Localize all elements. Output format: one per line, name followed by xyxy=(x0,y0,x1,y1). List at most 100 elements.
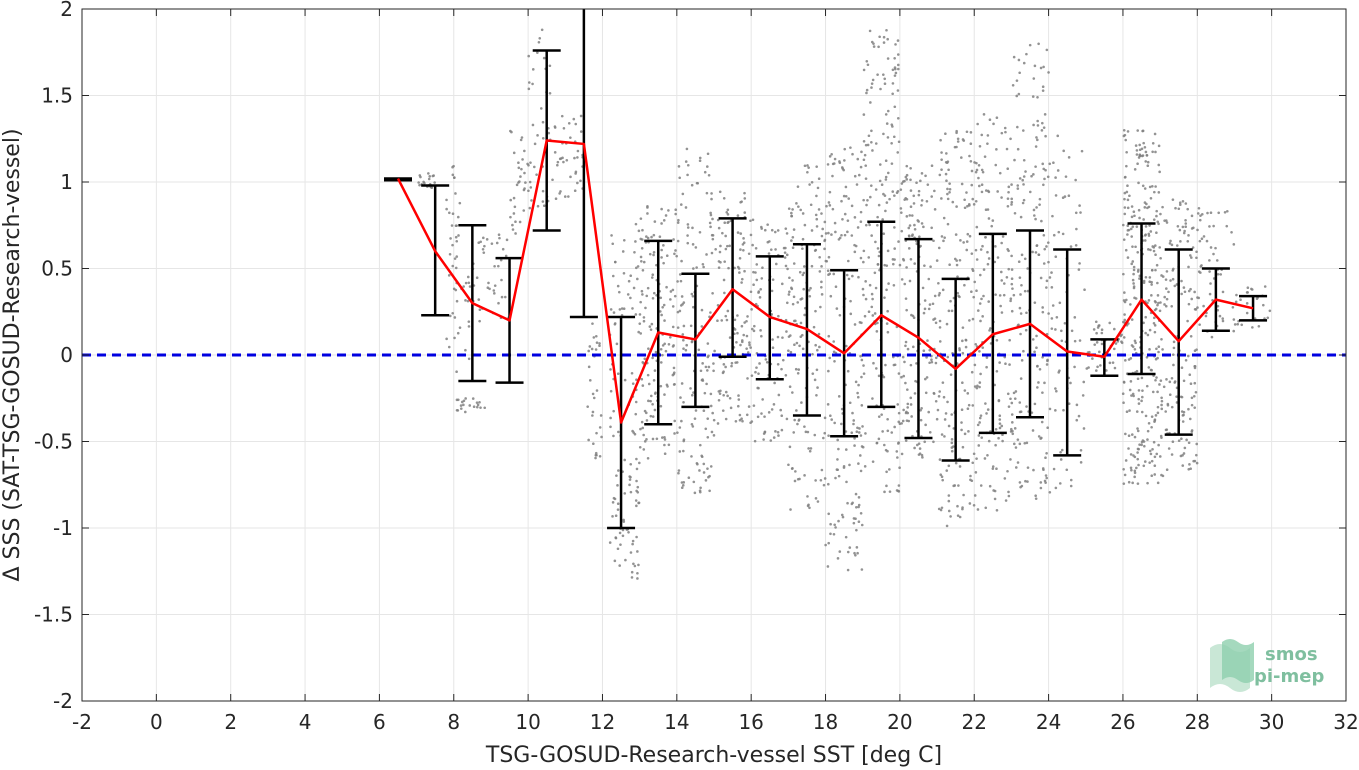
scatter-point xyxy=(1155,214,1158,218)
scatter-point xyxy=(1004,362,1007,366)
scatter-point xyxy=(725,318,729,322)
scatter-point xyxy=(569,175,572,179)
scatter-point xyxy=(728,396,732,400)
scatter-point xyxy=(857,520,861,524)
scatter-point xyxy=(864,164,868,167)
scatter-point xyxy=(996,190,999,193)
scatter-point xyxy=(924,391,928,395)
scatter-point xyxy=(961,445,965,449)
scatter-point xyxy=(1036,365,1039,368)
scatter-point xyxy=(452,164,455,168)
scatter-point xyxy=(705,382,708,386)
scatter-point xyxy=(777,434,780,437)
scatter-point xyxy=(976,122,979,126)
scatter-point xyxy=(827,231,830,235)
scatter-point xyxy=(487,281,490,285)
scatter-point xyxy=(1032,77,1036,80)
scatter-point xyxy=(1178,228,1182,232)
scatter-point xyxy=(1024,170,1027,173)
scatter-point xyxy=(721,231,724,235)
scatter-point xyxy=(924,174,927,178)
scatter-point xyxy=(1080,149,1084,153)
scatter-point xyxy=(1159,256,1162,260)
scatter-point xyxy=(1143,145,1147,149)
scatter-point xyxy=(988,329,991,332)
scatter-point xyxy=(758,362,761,365)
scatter-point xyxy=(862,372,866,375)
scatter-point xyxy=(1156,481,1160,485)
scatter-point xyxy=(792,262,796,265)
scatter-point xyxy=(701,362,704,365)
scatter-point xyxy=(765,360,769,364)
scatter-point xyxy=(826,269,830,272)
scatter-point xyxy=(803,265,806,268)
scatter-point xyxy=(1100,331,1104,335)
scatter-point xyxy=(736,231,740,234)
scatter-point xyxy=(909,257,913,261)
scatter-point xyxy=(635,457,638,461)
scatter-point xyxy=(646,236,650,240)
scatter-point xyxy=(1148,185,1152,189)
scatter-point xyxy=(974,170,978,174)
scatter-point xyxy=(662,244,665,247)
scatter-point xyxy=(711,234,715,237)
scatter-point xyxy=(860,375,863,379)
scatter-point xyxy=(700,325,704,328)
scatter-point xyxy=(451,173,455,177)
scatter-point xyxy=(1268,309,1272,313)
scatter-point xyxy=(1120,333,1123,337)
scatter-point xyxy=(976,384,979,388)
scatter-point xyxy=(743,197,747,200)
scatter-point xyxy=(748,341,751,344)
scatter-point xyxy=(1143,239,1147,242)
scatter-point xyxy=(638,461,641,465)
scatter-point xyxy=(776,430,780,434)
scatter-point xyxy=(1126,206,1130,210)
scatter-point xyxy=(1014,466,1018,469)
scatter-point xyxy=(1168,393,1172,397)
scatter-point xyxy=(950,449,954,453)
scatter-point xyxy=(1181,200,1185,203)
scatter-point xyxy=(851,152,854,156)
y-tick-label: 2 xyxy=(60,0,73,21)
scatter-point xyxy=(979,414,983,417)
scatter-point xyxy=(817,208,821,211)
scatter-point xyxy=(652,250,656,254)
scatter-point xyxy=(923,307,927,311)
scatter-point xyxy=(1041,121,1044,125)
scatter-point xyxy=(838,550,842,553)
scatter-point xyxy=(840,407,844,411)
scatter-point xyxy=(888,197,891,201)
scatter-point xyxy=(1187,289,1191,293)
scatter-point xyxy=(632,286,636,290)
scatter-point xyxy=(940,168,943,171)
scatter-point xyxy=(579,130,583,133)
scatter-point xyxy=(621,250,625,253)
scatter-point xyxy=(1002,282,1006,285)
scatter-point xyxy=(1063,321,1067,325)
scatter-point xyxy=(1041,85,1045,88)
scatter-point xyxy=(815,217,819,221)
scatter-point xyxy=(1069,245,1073,248)
scatter-point xyxy=(785,417,789,421)
scatter-point xyxy=(1146,164,1150,168)
scatter-point xyxy=(717,226,721,230)
scatter-point xyxy=(635,467,639,471)
scatter-point xyxy=(1178,203,1182,207)
scatter-point xyxy=(1240,323,1244,327)
scatter-point xyxy=(796,301,800,304)
scatter-point xyxy=(912,194,916,198)
scatter-point xyxy=(680,419,683,423)
scatter-point xyxy=(609,308,613,311)
scatter-point xyxy=(922,349,926,352)
scatter-point xyxy=(1046,175,1050,179)
scatter-point xyxy=(946,222,950,226)
scatter-point xyxy=(1009,299,1012,303)
scatter-point xyxy=(608,541,612,544)
scatter-point xyxy=(1148,348,1151,351)
scatter-point xyxy=(648,252,652,256)
scatter-point xyxy=(1137,208,1141,212)
scatter-point xyxy=(936,408,940,412)
scatter-point xyxy=(909,166,912,170)
scatter-point xyxy=(667,443,671,447)
